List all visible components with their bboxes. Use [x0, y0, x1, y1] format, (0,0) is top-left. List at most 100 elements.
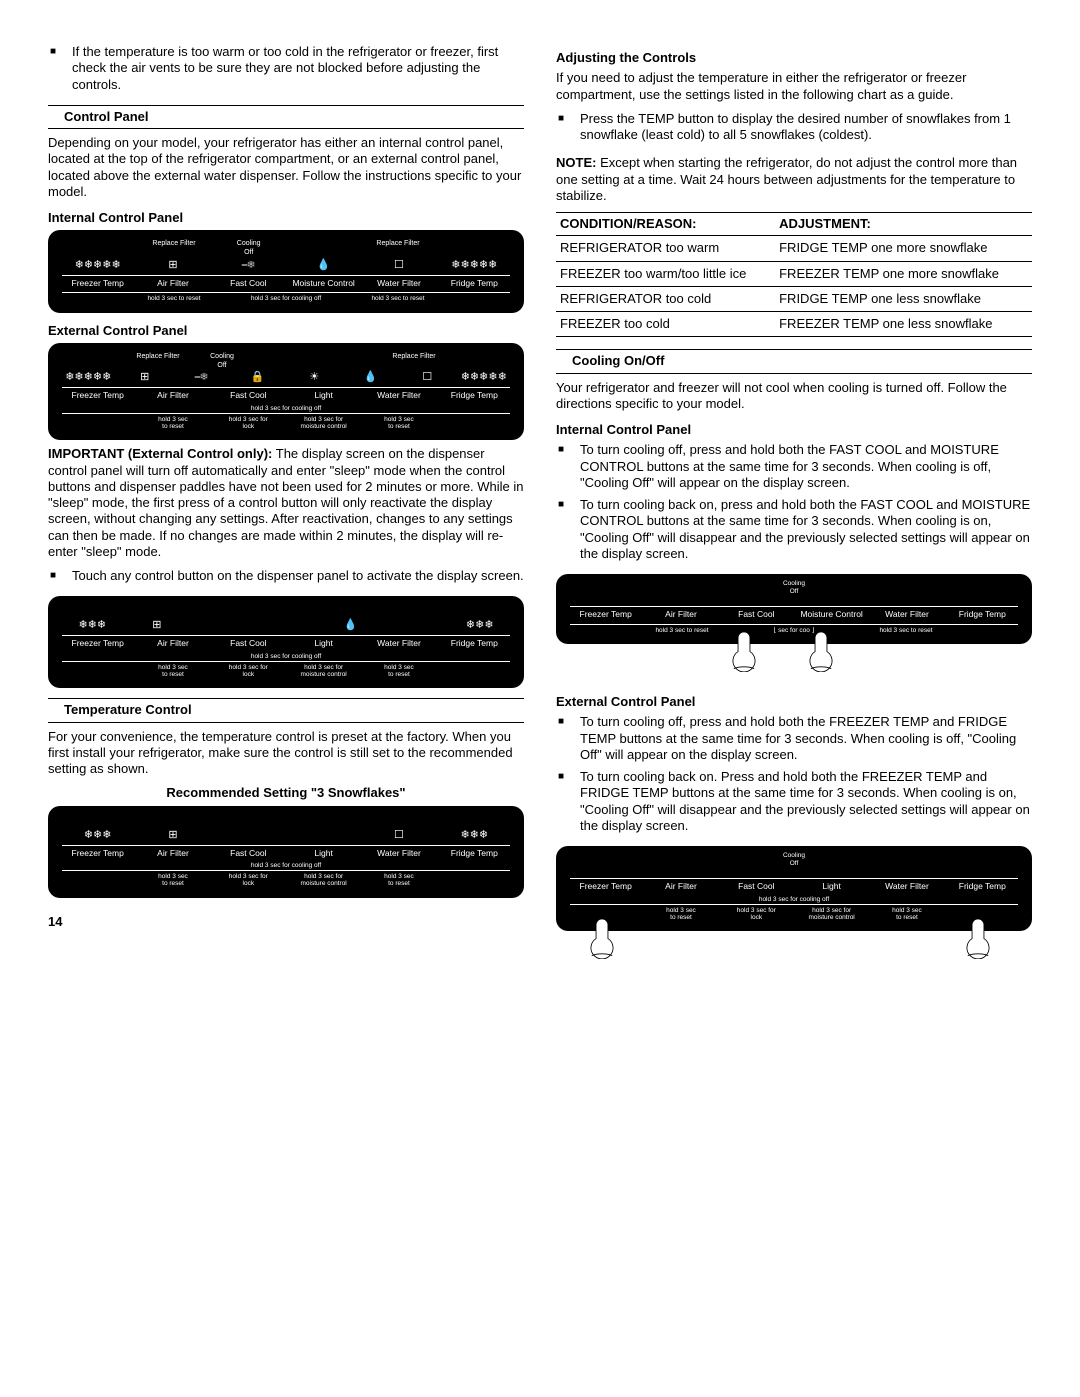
panel-label: Water Filter: [871, 609, 942, 620]
water-filter-icon: ☐: [363, 260, 434, 271]
snowflakes-icon: ❄❄❄❄❄: [458, 372, 511, 383]
panel-label: Fridge Temp: [947, 881, 1018, 892]
snowflakes-icon: ❄❄❄: [62, 620, 123, 631]
left-column: If the temperature is too warm or too co…: [48, 40, 524, 971]
panel-label: Water Filter: [363, 390, 434, 401]
hold-text: hold 3 sec for moisture control: [288, 416, 359, 430]
moisture-icon: 💧: [345, 372, 398, 383]
hold-text: hold 3 sec for moisture control: [288, 664, 359, 678]
external-panel-finger-diagram: Cooling Off Freezer Temp Air Filter Fast…: [556, 846, 1032, 931]
air-filter-icon: ⊞: [127, 620, 188, 631]
cooling-onoff-text: Your refrigerator and freezer will not c…: [556, 380, 1032, 413]
panel-label: Fridge Temp: [439, 390, 510, 401]
cooling-onoff-heading: Cooling On/Off: [556, 349, 1032, 373]
panel-label: Fast Cool: [213, 638, 284, 649]
moisture-icon: 💧: [320, 620, 381, 631]
snowflakes-icon: ❄❄❄❄❄: [62, 260, 133, 271]
panel-label: Fast Cool: [721, 881, 792, 892]
cooling-off-label: Cooling Off: [211, 240, 286, 258]
hold-text: hold 3 sec to reset: [362, 295, 434, 302]
panel-label: Air Filter: [645, 881, 716, 892]
external-bullet-1: To turn cooling off, press and hold both…: [574, 714, 1032, 763]
temp-control-heading: Temperature Control: [48, 698, 524, 722]
sleep-bullet: Touch any control button on the dispense…: [66, 568, 524, 584]
hold-text: hold 3 sec to reset: [137, 416, 208, 430]
table-row: FREEZER too coldFREEZER TEMP one less sn…: [556, 312, 1032, 337]
recommended-heading: Recommended Setting "3 Snowflakes": [48, 785, 524, 801]
hold-text: hold 3 sec for cooling off: [62, 405, 510, 413]
air-filter-icon: ⊞: [137, 830, 208, 841]
air-filter-icon: ⊞: [137, 260, 208, 271]
panel-label: Fridge Temp: [439, 278, 510, 289]
hold-text: hold 3 sec to reset: [870, 627, 942, 634]
panel-label: Fridge Temp: [439, 638, 510, 649]
snowflakes-icon: ❄❄❄❄❄: [439, 260, 510, 271]
finger-icon: [961, 913, 995, 959]
internal-bullet-2: To turn cooling back on, press and hold …: [574, 497, 1032, 562]
hold-text: hold 3 sec to reset: [363, 873, 434, 887]
adjusting-text: If you need to adjust the temperature in…: [556, 70, 1032, 103]
external-bullet-2: To turn cooling back on. Press and hold …: [574, 769, 1032, 834]
replace-filter-label: Replace Filter: [382, 353, 446, 371]
press-bullet: Press the TEMP button to display the des…: [574, 111, 1032, 144]
finger-icon: [585, 913, 619, 959]
water-filter-icon: ☐: [363, 830, 434, 841]
panel-label: Air Filter: [137, 278, 208, 289]
hold-text: hold 3 sec to reset: [871, 907, 942, 921]
snowflakes-icon: ❄❄❄: [439, 830, 510, 841]
panel-label: Fast Cool: [721, 609, 792, 620]
panel-label: Freezer Temp: [62, 390, 133, 401]
replace-filter-label: Replace Filter: [137, 240, 212, 258]
panel-label: Fast Cool: [213, 848, 284, 859]
adjustment-table: CONDITION/REASON: ADJUSTMENT: REFRIGERAT…: [556, 212, 1032, 337]
hold-text: hold 3 sec to reset: [137, 873, 208, 887]
panel-label: Water Filter: [363, 278, 434, 289]
hold-text: hold 3 sec to reset: [363, 416, 434, 430]
panel-label: Fridge Temp: [947, 609, 1018, 620]
water-filter-icon: ☐: [401, 372, 454, 383]
hold-text: hold 3 sec for cooling off: [62, 862, 510, 870]
table-header: ADJUSTMENT:: [775, 213, 1032, 236]
hold-text: hold 3 sec to reset: [137, 664, 208, 678]
hold-text: hold 3 sec for lock: [721, 907, 792, 921]
finger-icon: [804, 626, 838, 672]
panel-label: Light: [288, 638, 359, 649]
panel-label: Freezer Temp: [62, 278, 133, 289]
snowflakes-icon: ❄❄❄❄❄: [62, 372, 115, 383]
lock-icon: 🔒: [232, 372, 285, 383]
panel-label: Light: [796, 881, 867, 892]
hold-text: hold 3 sec for cooling off: [62, 653, 510, 661]
hold-text: hold 3 sec for moisture control: [288, 873, 359, 887]
panel-label: Water Filter: [363, 638, 434, 649]
internal-bullet-1: To turn cooling off, press and hold both…: [574, 442, 1032, 491]
panel-label: Water Filter: [871, 881, 942, 892]
panel-label: Freezer Temp: [570, 609, 641, 620]
panel-label: Light: [288, 390, 359, 401]
control-panel-heading: Control Panel: [48, 105, 524, 129]
hold-text: hold 3 sec for cooling off: [214, 295, 358, 302]
table-row: REFRIGERATOR too coldFRIDGE TEMP one les…: [556, 286, 1032, 311]
panel-label: Air Filter: [137, 848, 208, 859]
adjusting-heading: Adjusting the Controls: [556, 50, 1032, 66]
hold-text: hold 3 sec for lock: [213, 416, 284, 430]
internal-cp-heading-r: Internal Control Panel: [556, 422, 1032, 438]
panel-label: Air Filter: [645, 609, 716, 620]
panel-label: Freezer Temp: [62, 848, 133, 859]
table-row: REFRIGERATOR too warmFRIDGE TEMP one mor…: [556, 236, 1032, 261]
internal-panel-finger-diagram: Cooling Off Freezer Temp Air Filter Fast…: [556, 574, 1032, 644]
external-cp-heading: External Control Panel: [48, 323, 524, 339]
replace-filter-label: Replace Filter: [361, 240, 436, 258]
air-filter-icon: ⊞: [119, 372, 172, 383]
table-row: FREEZER too warm/too little iceFREEZER T…: [556, 261, 1032, 286]
replace-filter-label: Replace Filter: [126, 353, 190, 371]
intro-bullet: If the temperature is too warm or too co…: [66, 44, 524, 93]
external-cp-heading-r: External Control Panel: [556, 694, 1032, 710]
hold-text: hold 3 sec for lock: [213, 664, 284, 678]
note-paragraph: NOTE: Except when starting the refrigera…: [556, 155, 1032, 204]
panel-label: Freezer Temp: [570, 881, 641, 892]
light-icon: ☀: [288, 372, 341, 383]
panel-diagram-4: ❄❄❄ ⊞ ☐ ❄❄❄ Freezer Temp Air Filter Fast…: [48, 806, 524, 898]
panel-label: Fast Cool: [213, 278, 284, 289]
fast-cool-icon: ⎯❄: [175, 372, 228, 383]
temp-control-text: For your convenience, the temperature co…: [48, 729, 524, 778]
